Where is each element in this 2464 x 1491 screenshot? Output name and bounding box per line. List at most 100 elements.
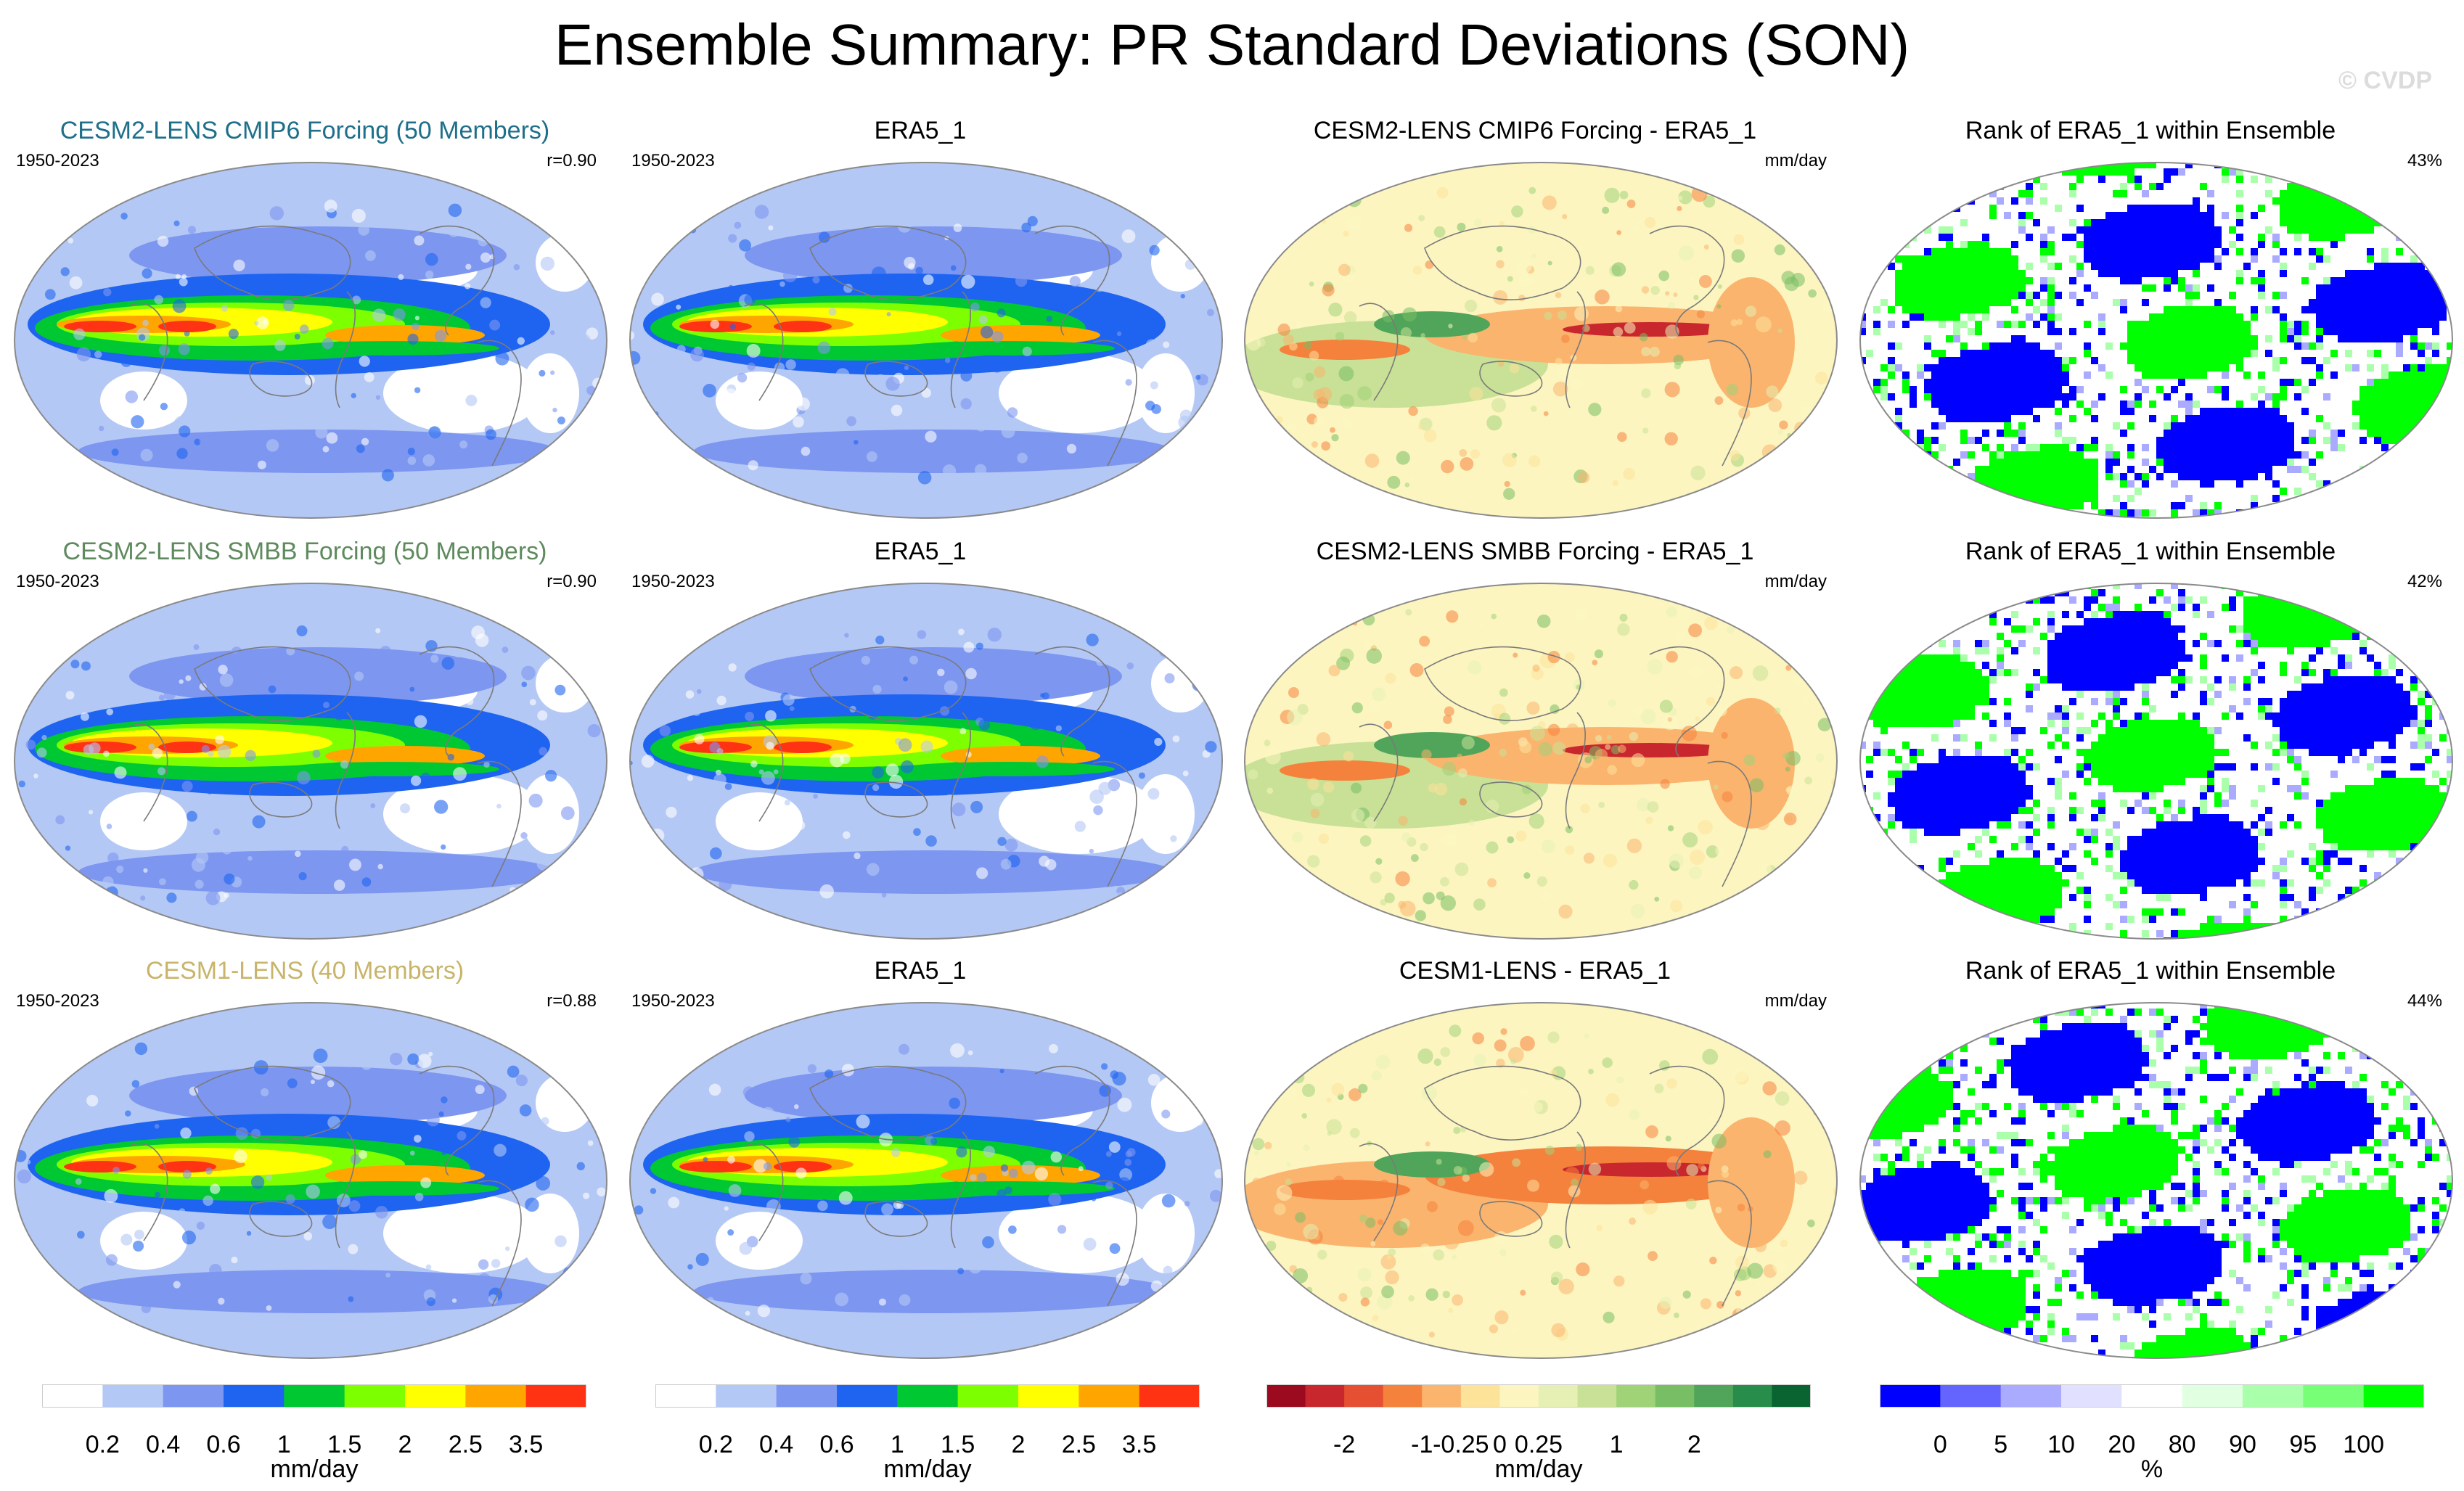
field-texture-cell <box>1493 289 1508 305</box>
rank-cell <box>2309 596 2316 604</box>
field-texture-cell <box>120 356 132 367</box>
field-texture-cell <box>1089 697 1102 710</box>
field-texture-cell <box>1598 802 1605 808</box>
rank-cell <box>2040 313 2047 321</box>
field-texture-cell <box>1659 699 1673 713</box>
rank-cell <box>2026 371 2033 379</box>
rank-cell <box>1910 401 1917 408</box>
rank-cell <box>2418 292 2425 299</box>
rank-cell <box>2359 270 2367 277</box>
rank-cell <box>1953 502 1960 509</box>
dry-region-se-pacific <box>383 774 543 854</box>
rank-cell <box>2142 226 2149 234</box>
field-texture-cell <box>172 299 187 313</box>
rank-cell <box>2447 509 2452 517</box>
rank-cell <box>2113 676 2120 683</box>
rank-cell <box>2323 727 2330 734</box>
rank-cell <box>2374 335 2381 342</box>
rank-cell <box>2055 792 2062 800</box>
rank-cell <box>2149 263 2156 270</box>
rank-cell <box>2156 669 2164 676</box>
field-texture-cell <box>1817 718 1832 731</box>
rank-cell <box>2127 422 2134 430</box>
rank-cell <box>1982 371 1989 379</box>
rank-cell <box>2251 502 2258 509</box>
rank-cell <box>1931 662 1939 669</box>
rank-cell <box>2236 473 2243 480</box>
rank-cell <box>2142 299 2149 306</box>
rank-cell <box>2345 611 2352 618</box>
rank-cell <box>2178 712 2185 720</box>
rank-cell <box>2185 335 2193 342</box>
rank-cell <box>1873 495 1880 502</box>
field-texture-cell <box>705 811 713 819</box>
rank-cell <box>2265 698 2272 705</box>
rank-cell <box>1860 292 1866 299</box>
rank-cell <box>2309 176 2316 183</box>
rank-cell <box>2374 415 2381 422</box>
rank-cell <box>2418 792 2425 800</box>
rank-cell <box>2367 712 2374 720</box>
rank-cell <box>2178 444 2185 451</box>
field-texture-cell <box>157 235 169 247</box>
field-texture-cell <box>729 324 736 330</box>
rank-cell <box>2011 306 2018 313</box>
rank-cell <box>2345 190 2352 197</box>
rank-cell <box>2171 647 2178 654</box>
rank-cell <box>2178 248 2185 255</box>
rank-cell <box>2164 219 2171 226</box>
field-texture-cell <box>676 345 686 354</box>
rank-cell <box>2171 633 2178 640</box>
field-texture-cell <box>1164 673 1175 683</box>
rank-cell <box>1997 647 2004 654</box>
rank-cell <box>1960 763 1968 771</box>
rank-cell <box>2069 466 2076 473</box>
rank-cell <box>2033 219 2040 226</box>
rank-cell <box>2098 589 2105 596</box>
rank-cell <box>1888 691 1895 698</box>
rank-cell <box>2251 342 2258 350</box>
rank-cell <box>2142 270 2149 277</box>
rank-cell <box>2164 277 2171 284</box>
field-texture-cell <box>158 878 166 886</box>
field-texture-cell <box>1448 324 1453 329</box>
rank-cell <box>2069 676 2076 683</box>
rank-cell <box>2330 727 2338 734</box>
rank-cell <box>2243 698 2251 705</box>
rank-cell <box>2330 219 2338 226</box>
rank-cell <box>2272 778 2280 785</box>
rank-cell <box>2113 473 2120 480</box>
rank-cell <box>2004 422 2011 430</box>
rank-cell <box>1982 386 1989 393</box>
rank-cell <box>2011 197 2018 205</box>
rank-cell <box>2018 292 2026 299</box>
rank-cell <box>2055 676 2062 683</box>
rank-cell <box>2164 263 2171 270</box>
rank-cell <box>2425 342 2432 350</box>
rank-cell <box>1866 495 1873 502</box>
rank-cell <box>1917 168 1924 176</box>
rank-cell <box>1953 683 1960 691</box>
field-texture-cell <box>1335 332 1345 341</box>
rank-cell <box>2418 371 2425 379</box>
rank-cell <box>1946 676 1953 683</box>
field-texture-cell <box>960 398 972 410</box>
rank-cell <box>1946 488 1953 495</box>
rank-cell <box>2134 219 2142 226</box>
field-texture-cell <box>224 892 229 898</box>
rank-cell <box>2323 749 2330 756</box>
rank-cell <box>2185 749 2193 756</box>
rank-cell <box>2432 495 2439 502</box>
rank-cell <box>1968 306 1975 313</box>
field-texture-cell <box>1499 221 1505 227</box>
rank-cell <box>2272 306 2280 313</box>
rank-cell <box>2316 705 2323 712</box>
rank-cell <box>2367 430 2374 437</box>
rank-cell <box>2127 466 2134 473</box>
rank-cell <box>2113 654 2120 662</box>
rank-cell <box>2142 459 2149 466</box>
rank-cell <box>1960 321 1968 328</box>
rank-cell <box>1917 176 1924 183</box>
rank-cell <box>2272 734 2280 742</box>
rank-cell <box>2418 480 2425 488</box>
